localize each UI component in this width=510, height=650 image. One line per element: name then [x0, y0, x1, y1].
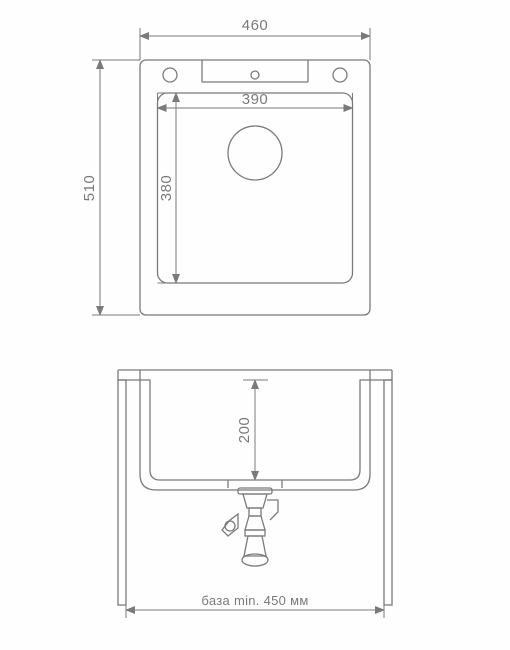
- tap-hole-left: [163, 68, 177, 82]
- countertop-lip: [118, 370, 392, 380]
- faucet-ledge: [163, 60, 347, 82]
- sink-bowl: [158, 93, 353, 283]
- dim-base-label: база min. 450 мм: [201, 593, 308, 608]
- cabinet-side-right: [384, 380, 392, 605]
- dim-depth-label: 200: [236, 417, 253, 444]
- tap-hole-right: [333, 68, 347, 82]
- dim-outer-width: 460: [140, 17, 370, 60]
- dim-outer-width-label: 460: [242, 17, 269, 34]
- top-view: 390 380: [140, 60, 370, 315]
- front-view: 200 база min. 450 мм: [118, 370, 392, 618]
- dim-inner-height: 380: [158, 93, 187, 283]
- dim-inner-width: 390: [158, 91, 353, 115]
- cabinet-side-left: [118, 380, 126, 605]
- dim-outer-height-label: 510: [81, 175, 98, 202]
- siphon: [222, 488, 278, 566]
- dim-base: база min. 450 мм: [126, 593, 384, 618]
- tap-hole-center: [251, 71, 259, 79]
- dim-inner-height-label: 380: [158, 175, 175, 202]
- dim-depth: 200: [236, 380, 268, 480]
- dim-outer-height: 510: [81, 60, 140, 315]
- dim-inner-width-label: 390: [242, 91, 269, 108]
- drain-hole: [228, 126, 282, 180]
